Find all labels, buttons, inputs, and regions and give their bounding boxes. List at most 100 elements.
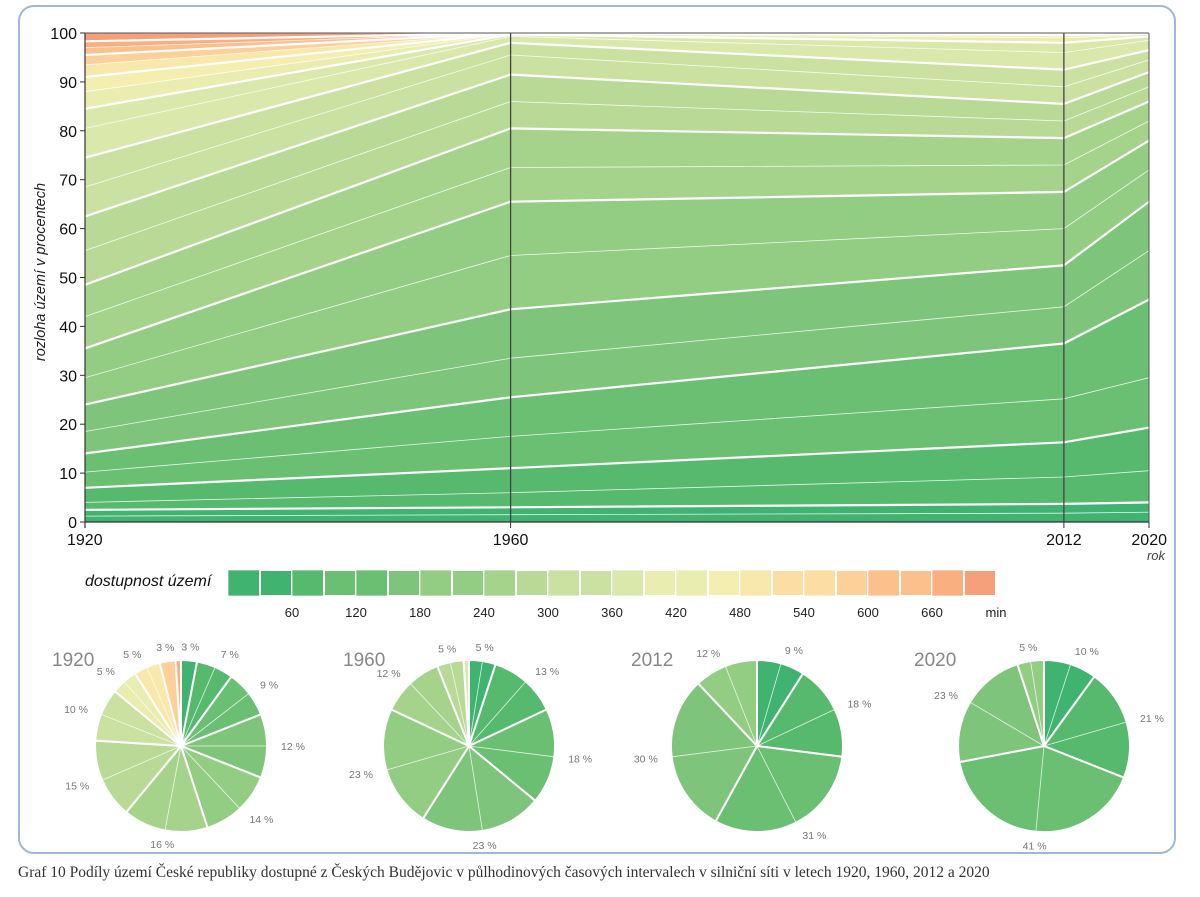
pie-slice-label: 10 % bbox=[64, 704, 88, 716]
figure-caption: Graf 10 Podíly území České republiky dos… bbox=[18, 864, 990, 881]
legend-tick-label: 420 bbox=[665, 605, 687, 620]
pie-subdivision-line bbox=[146, 666, 182, 747]
legend-tick-label: 240 bbox=[473, 605, 495, 620]
x-tick-label: 2020 bbox=[1131, 532, 1167, 549]
minor-interval-line bbox=[84, 35, 1150, 129]
y-tick-label: 70 bbox=[59, 173, 77, 190]
pie-subdivision-line bbox=[1030, 661, 1045, 747]
x-tick-label: 1960 bbox=[493, 532, 529, 549]
pie-subdivision-line bbox=[123, 681, 182, 747]
pie-slice-label: 41 % bbox=[1023, 841, 1047, 853]
pie-slice-label: 5 % bbox=[476, 642, 494, 654]
minor-interval-line bbox=[84, 250, 1150, 432]
figure-frame bbox=[18, 5, 1176, 854]
legend-swatch bbox=[451, 569, 485, 597]
major-interval-line bbox=[84, 71, 1150, 218]
minor-interval-line bbox=[84, 511, 1150, 517]
minor-interval-line bbox=[84, 169, 1150, 379]
pie-subdivision-line bbox=[449, 662, 470, 747]
legend-swatch bbox=[931, 569, 965, 597]
legend-swatch bbox=[387, 569, 421, 597]
y-tick-label: 50 bbox=[59, 271, 77, 288]
y-tick-label: 0 bbox=[68, 515, 77, 532]
legend-swatch bbox=[515, 569, 549, 597]
legend-swatch bbox=[643, 569, 677, 597]
major-interval-line bbox=[84, 139, 1150, 350]
major-interval-line bbox=[84, 100, 1150, 286]
legend-swatch bbox=[835, 569, 869, 597]
pie-slice-label: 23 % bbox=[934, 690, 958, 702]
minor-interval-line bbox=[84, 120, 1150, 317]
legend-swatch bbox=[899, 569, 933, 597]
minor-interval-line bbox=[84, 33, 1150, 93]
legend-swatch bbox=[483, 569, 517, 597]
pie-subdivision-line bbox=[756, 663, 782, 747]
major-interval-line bbox=[84, 426, 1150, 489]
legend-swatch bbox=[259, 569, 293, 597]
legend-swatch bbox=[803, 569, 837, 597]
pie-slice bbox=[1016, 658, 1045, 747]
legend-tick-label: 660 bbox=[921, 605, 943, 620]
legend-swatch bbox=[771, 569, 805, 597]
major-interval-line bbox=[84, 501, 1150, 511]
y-tick-label: 40 bbox=[59, 319, 77, 336]
legend-tick-label: 60 bbox=[285, 605, 299, 620]
pie-subdivision-line bbox=[386, 745, 470, 771]
legend-swatch bbox=[867, 569, 901, 597]
minor-interval-line bbox=[84, 470, 1150, 503]
legend-tick-label: 120 bbox=[345, 605, 367, 620]
pie-slice-label: 14 % bbox=[249, 814, 273, 826]
pie-slice-label: 30 % bbox=[634, 754, 658, 766]
legend-swatch bbox=[291, 569, 325, 597]
legend-swatch bbox=[675, 569, 709, 597]
y-tick-label: 100 bbox=[50, 26, 77, 43]
pie-slice-label: 5 % bbox=[438, 643, 456, 655]
pie-subdivision-line bbox=[724, 665, 758, 747]
pie-year-title: 2012 bbox=[631, 650, 673, 671]
pie-subdivision-line bbox=[101, 745, 182, 781]
legend-swatch bbox=[579, 569, 613, 597]
minor-interval-line bbox=[84, 377, 1150, 473]
legend-tick-label: 540 bbox=[793, 605, 815, 620]
pie-slice-label: 9 % bbox=[785, 645, 803, 657]
pie-subdivision-line bbox=[1043, 664, 1071, 747]
pie-slice-label: 21 % bbox=[1140, 713, 1164, 725]
pie-slice bbox=[174, 658, 182, 747]
pie-slice-label: 13 % bbox=[535, 666, 559, 678]
major-interval-line bbox=[84, 41, 1150, 159]
pie-subdivision-line bbox=[468, 745, 555, 758]
pie-year-title: 2020 bbox=[914, 650, 956, 671]
y-tick-label: 60 bbox=[59, 222, 77, 239]
legend-tick-label: 600 bbox=[857, 605, 879, 620]
pie-slice-label: 3 % bbox=[181, 641, 199, 653]
pie-subdivision-line bbox=[468, 745, 483, 831]
x-tick-label: 1920 bbox=[67, 532, 103, 549]
pie-subdivision-line bbox=[164, 745, 182, 831]
pie-slice-label: 9 % bbox=[260, 680, 278, 692]
major-interval-line bbox=[84, 298, 1150, 455]
x-axis-title: rok bbox=[1147, 548, 1167, 563]
legend-swatch bbox=[419, 569, 453, 597]
y-tick-label: 20 bbox=[59, 417, 77, 434]
pie-subdivision-line bbox=[1035, 745, 1045, 832]
pie-slice-label: 23 % bbox=[349, 769, 373, 781]
y-tick-label: 30 bbox=[59, 368, 77, 385]
pie-slice-label: 18 % bbox=[568, 754, 592, 766]
pie-subdivision-line bbox=[468, 681, 527, 747]
legend-swatch bbox=[323, 569, 357, 597]
pie-slice-label: 5 % bbox=[1019, 642, 1037, 654]
pie-slice-label: 12 % bbox=[281, 741, 305, 753]
y-tick-label: 80 bbox=[59, 124, 77, 141]
pie-slice-label: 5 % bbox=[123, 649, 141, 661]
legend-swatch bbox=[227, 569, 261, 597]
pie-subdivision-line bbox=[969, 701, 1045, 747]
y-tick-label: 90 bbox=[59, 75, 77, 92]
pie-slice-label: 12 % bbox=[377, 668, 401, 680]
pie-subdivision-line bbox=[409, 683, 470, 747]
legend-tick-label: 300 bbox=[537, 605, 559, 620]
pie-slice-label: 12 % bbox=[696, 648, 720, 660]
legend-swatch bbox=[963, 569, 997, 597]
pie-subdivision-line bbox=[180, 666, 216, 747]
major-interval-line bbox=[84, 33, 1150, 110]
